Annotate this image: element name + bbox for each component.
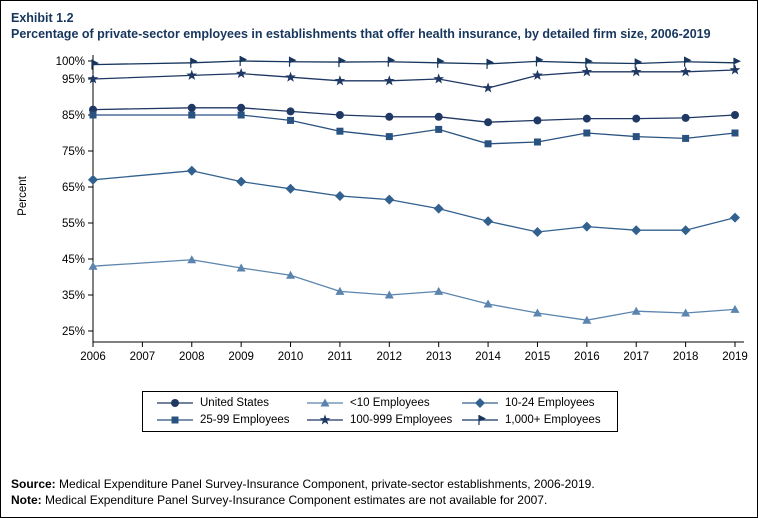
x-tick-label: 2019	[722, 351, 748, 363]
series-1-000-employees	[91, 56, 741, 70]
source-text: Medical Expenditure Panel Survey-Insuran…	[59, 477, 595, 492]
y-tick-label: 100%	[56, 56, 85, 68]
chart-area: 25% 35% 45% 55% 65% 75% 85% 95% 100% 2006 2007 2008…	[11, 45, 749, 365]
y-tick-label: 55%	[62, 218, 85, 230]
series-25-99-employees	[89, 111, 739, 148]
x-tick-label: 2018	[673, 351, 699, 363]
y-tick-label: 45%	[62, 254, 85, 266]
legend-label: 10-24 Employees	[505, 397, 595, 409]
series-100-999-employees	[87, 64, 741, 93]
axes	[92, 55, 744, 343]
star-marker-icon	[307, 414, 343, 425]
x-tick-label: 2016	[574, 351, 600, 363]
legend-item-10-employees: <10 Employees	[305, 396, 460, 410]
note-label: Note:	[11, 493, 42, 508]
series-10-employees	[88, 255, 740, 324]
legend-label: 100-999 Employees	[350, 414, 453, 426]
legend-item-1-000-employees: 1,000+ Employees	[460, 413, 605, 427]
y-tick-label: 85%	[62, 110, 85, 122]
y-tick-label: 25%	[62, 326, 85, 338]
legend-item-100-999-employees: 100-999 Employees	[305, 413, 460, 427]
x-tick-label: 2007	[130, 351, 156, 363]
legend-item-united-states: United States	[155, 396, 305, 410]
title-block: Exhibit 1.2 Percentage of private-sector…	[11, 10, 747, 42]
exhibit-label: Exhibit 1.2	[11, 11, 74, 25]
x-tick-label: 2011	[328, 351, 353, 363]
note-line: Note: Medical Expenditure Panel Survey-I…	[11, 493, 749, 509]
flag-marker-icon	[462, 415, 498, 425]
x-tick-label: 2017	[623, 351, 649, 363]
line-chart: 25% 35% 45% 55% 65% 75% 85% 95% 100% 2006 2007 2008…	[17, 55, 748, 363]
series-united-states	[89, 103, 739, 127]
x-tick-label: 2013	[426, 351, 452, 363]
series-10-24-employees	[88, 165, 740, 237]
x-tick-label: 2008	[179, 351, 205, 363]
legend-label: United States	[200, 397, 270, 409]
x-tick-label: 2015	[525, 351, 551, 363]
square-marker-icon	[157, 416, 193, 424]
legend-label: 1,000+ Employees	[505, 414, 601, 426]
x-tick-label: 2014	[475, 351, 501, 363]
legend-label: 25-99 Employees	[200, 414, 290, 426]
note-text: Medical Expenditure Panel Survey-Insuran…	[45, 493, 548, 508]
legend-label: <10 Employees	[350, 397, 430, 409]
chart-title: Percentage of private-sector employees i…	[11, 27, 711, 41]
legend-item-10-24-employees: 10-24 Employees	[460, 396, 605, 410]
legend-grid: United States <10 Employees 10-24 Employee…	[155, 396, 605, 427]
y-axis-label: Percent	[17, 175, 29, 215]
source-label: Source:	[11, 477, 56, 492]
x-tick-label: 2010	[278, 351, 304, 363]
x-tick-label: 2009	[228, 351, 254, 363]
diamond-marker-icon	[462, 398, 498, 408]
circle-marker-icon	[157, 399, 193, 407]
y-tick-label: 35%	[62, 290, 85, 302]
legend: United States <10 Employees 10-24 Employee…	[142, 391, 618, 432]
triangle-marker-icon	[307, 398, 343, 407]
source-note-block: Source: Medical Expenditure Panel Survey…	[11, 477, 749, 511]
y-tick-label: 65%	[62, 182, 85, 194]
y-tick-label: 75%	[62, 146, 85, 158]
source-line: Source: Medical Expenditure Panel Survey…	[11, 477, 749, 493]
y-tick-label: 95%	[62, 74, 85, 86]
x-tick-label: 2006	[80, 351, 106, 363]
x-tick-label: 2012	[377, 351, 403, 363]
legend-item-25-99-employees: 25-99 Employees	[155, 413, 305, 427]
